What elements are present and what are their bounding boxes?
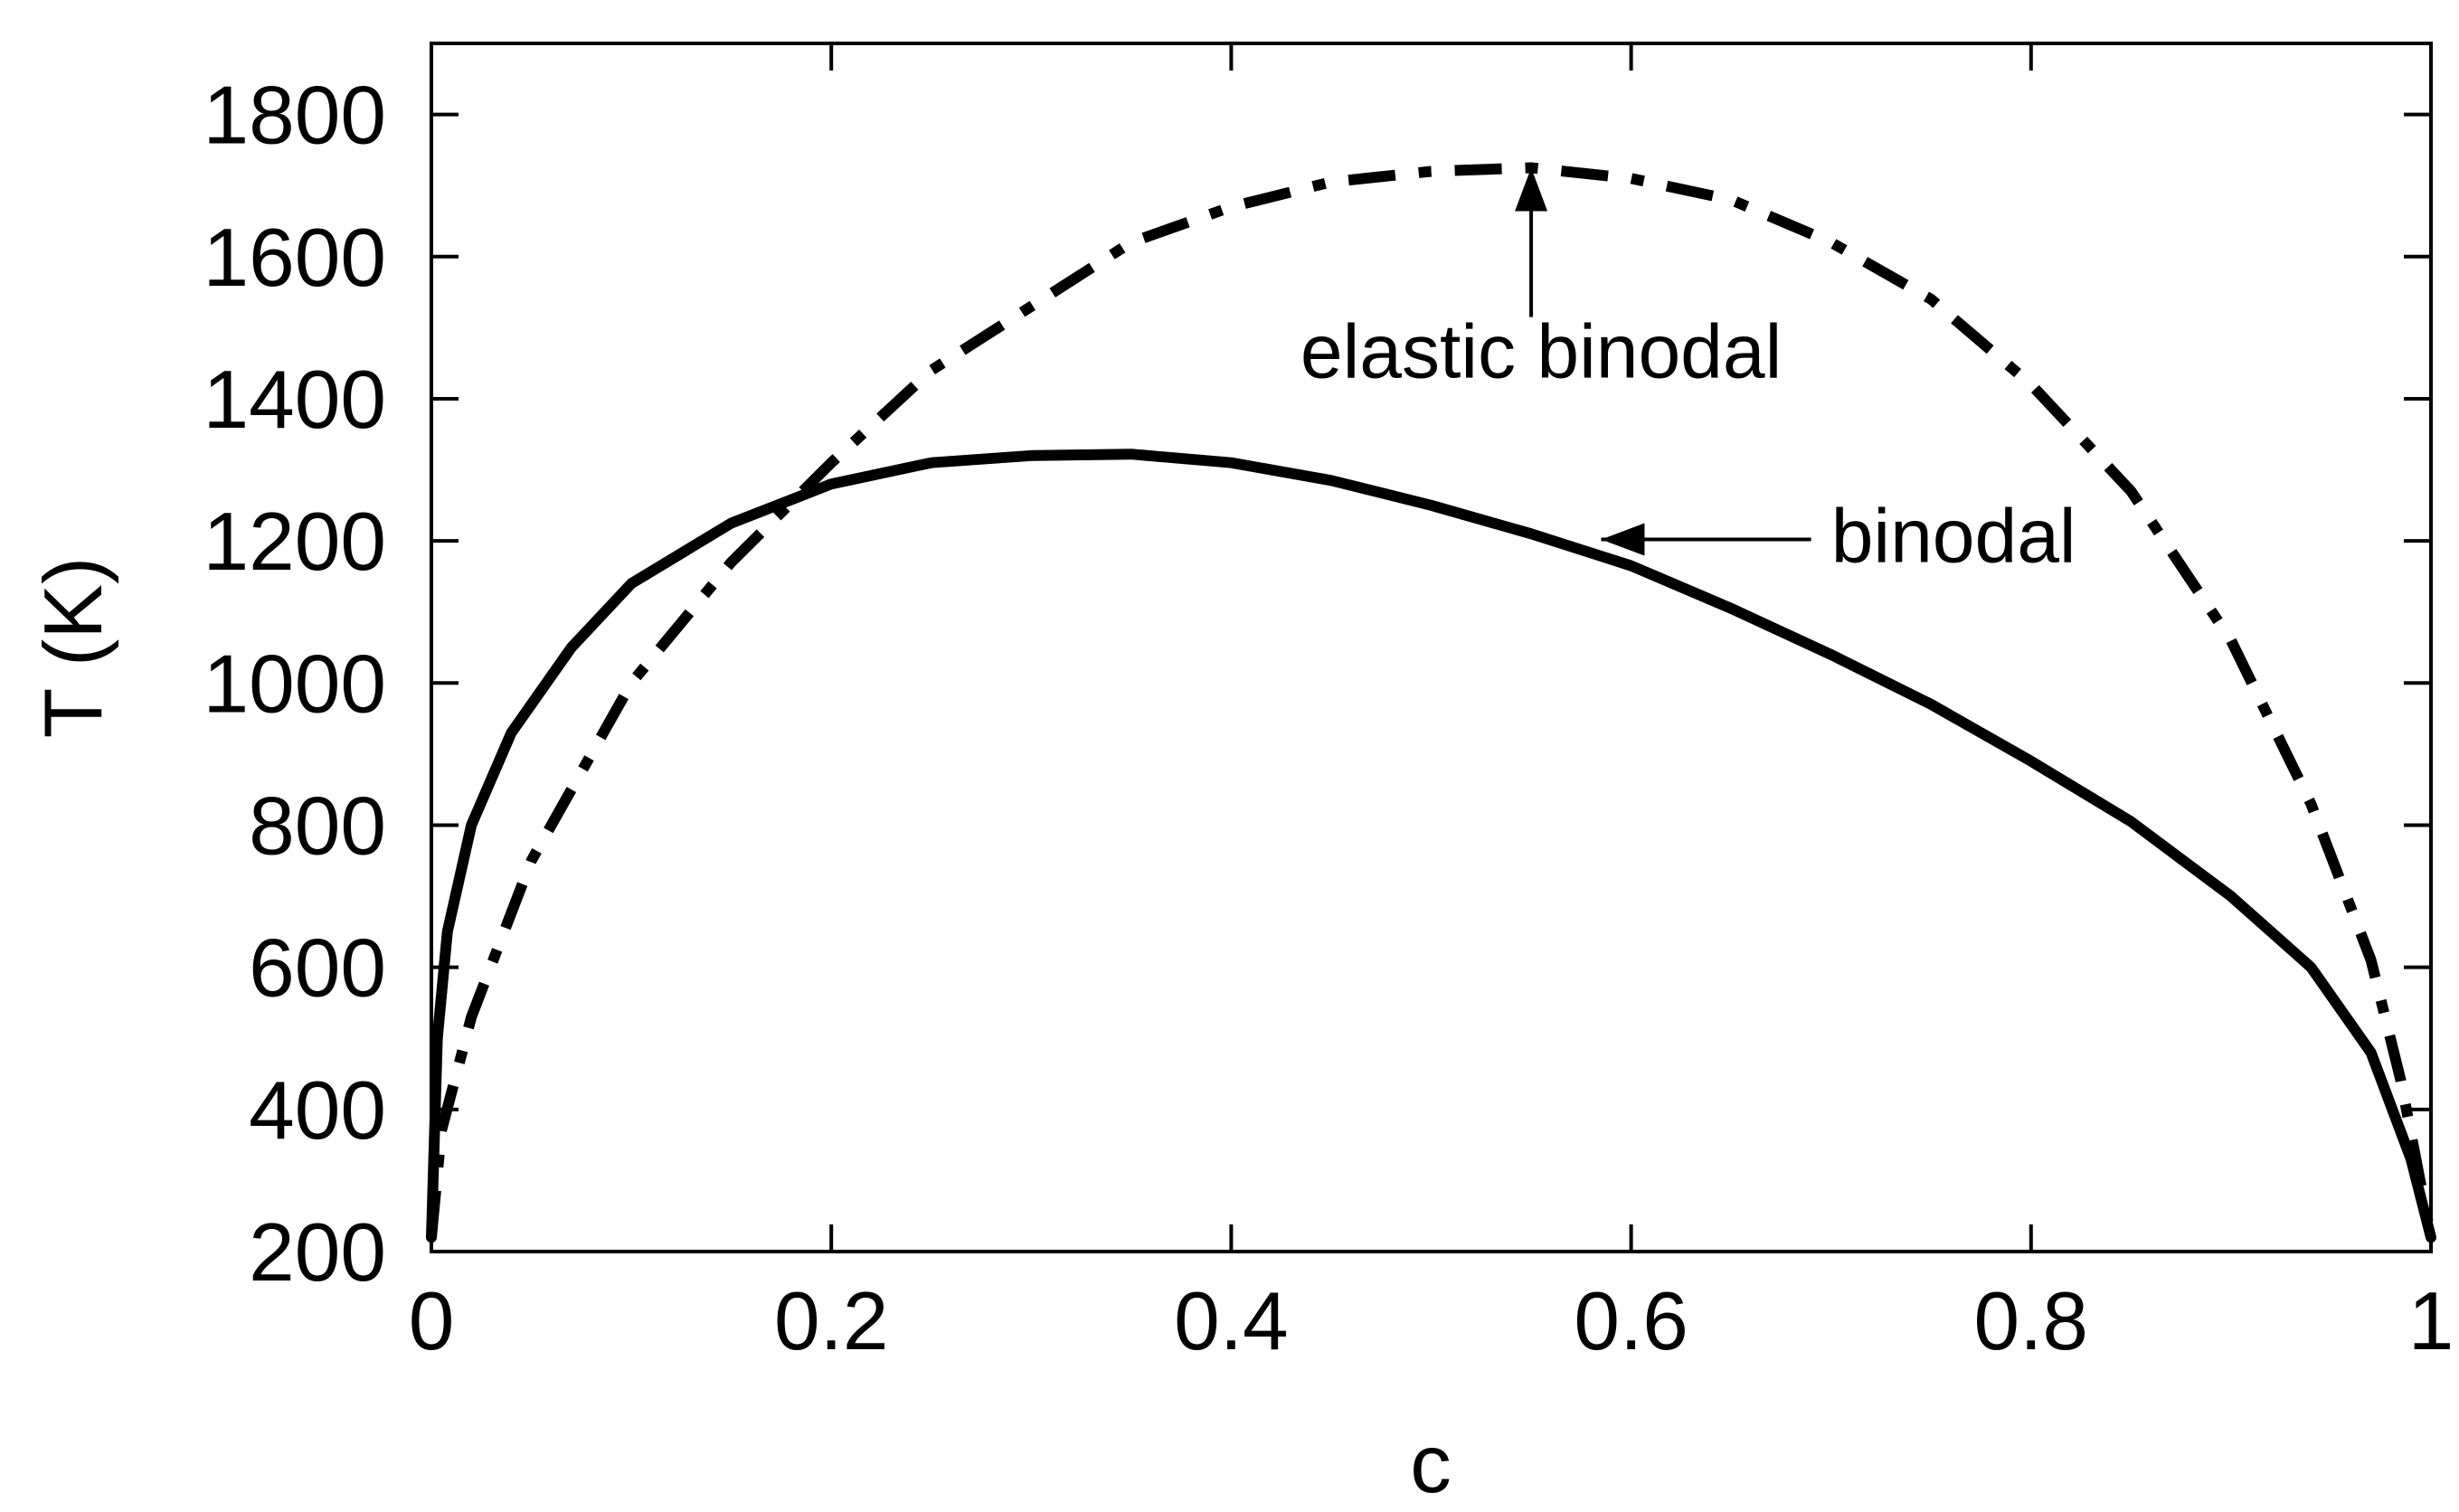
y-tick-label: 1600 bbox=[203, 213, 386, 304]
binodal-arrowhead bbox=[1601, 523, 1645, 556]
y-tick-label: 1200 bbox=[203, 496, 386, 588]
y-tick-label: 600 bbox=[249, 923, 386, 1015]
y-tick-label: 200 bbox=[249, 1207, 386, 1299]
elastic-binodal-series-line bbox=[426, 162, 2436, 1239]
binodal-label: binodal bbox=[1831, 494, 2076, 579]
plot-frame bbox=[430, 42, 2433, 1253]
y-axis-title: T (K) bbox=[28, 557, 119, 739]
y-tick-label: 1800 bbox=[203, 71, 386, 162]
x-tick-label: 0.4 bbox=[1174, 1276, 1289, 1367]
y-tick-label: 1400 bbox=[203, 354, 386, 446]
x-tick-label: 0.2 bbox=[774, 1276, 889, 1367]
x-tick-label: 0.6 bbox=[1574, 1276, 1688, 1367]
binodal-series-line bbox=[426, 449, 2436, 1243]
y-tick-label: 400 bbox=[249, 1065, 386, 1157]
x-tick-label: 0 bbox=[409, 1276, 455, 1367]
x-tick-label: 1 bbox=[2408, 1276, 2454, 1367]
x-tick-label: 0.8 bbox=[1974, 1276, 2089, 1367]
x-axis-title: c bbox=[1410, 1419, 1452, 1510]
ticks-layer: 0 0.2 0.4 0.6 0.8 120040060080010001200140016… bbox=[203, 43, 2454, 1367]
series-layer bbox=[426, 162, 2436, 1243]
y-tick-label: 800 bbox=[249, 780, 386, 872]
annotation-layer: elastic binodal binodal bbox=[1300, 167, 2076, 579]
y-tick-label: 1000 bbox=[203, 638, 386, 730]
elastic-binodal-arrowhead bbox=[1515, 167, 1548, 212]
elastic-binodal-label: elastic binodal bbox=[1300, 308, 1782, 393]
